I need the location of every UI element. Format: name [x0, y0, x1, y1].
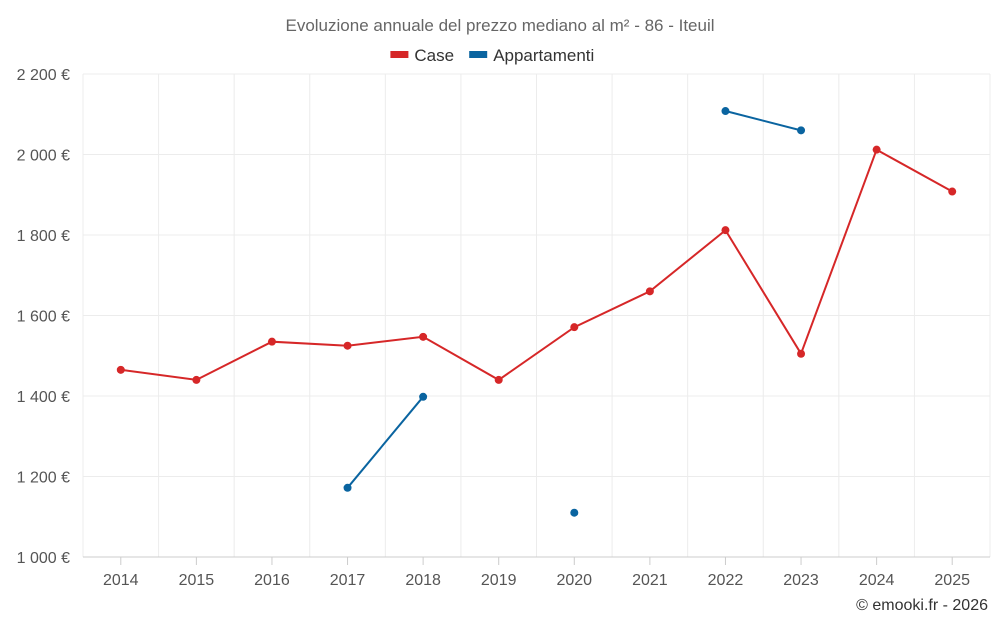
x-tick-label: 2018 [405, 572, 441, 589]
data-point[interactable] [797, 349, 806, 358]
x-tick-label: 2015 [179, 572, 215, 589]
legend-swatch [469, 51, 488, 58]
x-tick-label: 2024 [859, 572, 895, 589]
x-tick-label: 2017 [330, 572, 366, 589]
legend-item-appartamenti[interactable]: Appartamenti [469, 46, 594, 65]
x-tick-label: 2014 [103, 572, 139, 589]
x-tick-label: 2016 [254, 572, 290, 589]
legend-item-case[interactable]: Case [390, 46, 454, 65]
data-point[interactable] [721, 107, 730, 116]
data-point[interactable] [948, 187, 957, 196]
data-point[interactable] [570, 508, 579, 517]
y-tick-label: 2 200 € [17, 67, 70, 84]
y-tick-label: 2 000 € [17, 148, 70, 165]
data-point[interactable] [419, 332, 428, 341]
series-line [346, 396, 424, 489]
series-appartamenti [343, 107, 806, 517]
y-tick-label: 1 200 € [17, 470, 70, 487]
chart-title: Evoluzione annuale del prezzo mediano al… [285, 16, 714, 35]
data-point[interactable] [721, 226, 730, 235]
legend-label: Case [414, 46, 454, 65]
grid [82, 73, 991, 558]
x-tick-label: 2020 [556, 572, 592, 589]
data-point[interactable] [343, 483, 352, 492]
x-tick-label: 2021 [632, 572, 668, 589]
data-point[interactable] [267, 337, 276, 346]
data-point[interactable] [116, 365, 125, 374]
x-tick-label: 2019 [481, 572, 517, 589]
x-axis: 2014 2015 2016 2017 2018 2019 2020 2021 2022 2023… [103, 557, 970, 589]
legend-label: Appartamenti [493, 46, 594, 65]
series-layer [116, 107, 957, 517]
data-point[interactable] [494, 375, 503, 384]
data-point[interactable] [797, 126, 806, 135]
y-tick-label: 1 400 € [17, 389, 70, 406]
credit-text: © emooki.fr - 2026 [856, 597, 988, 614]
data-point[interactable] [570, 323, 579, 332]
legend-swatch [390, 51, 409, 58]
y-tick-label: 1 800 € [17, 228, 70, 245]
x-tick-label: 2025 [934, 572, 970, 589]
data-point[interactable] [419, 392, 428, 401]
series-line [120, 148, 953, 382]
data-point[interactable] [192, 375, 201, 384]
x-tick-label: 2022 [708, 572, 744, 589]
data-point[interactable] [343, 341, 352, 350]
y-tick-label: 1 600 € [17, 309, 70, 326]
y-axis: 1 000 € 1 200 € 1 400 € 1 600 € 1 800 € 2 000… [17, 67, 70, 567]
data-point[interactable] [645, 287, 654, 296]
x-tick-label: 2023 [783, 572, 819, 589]
legend: Case Appartamenti [390, 46, 594, 65]
y-tick-label: 1 000 € [17, 550, 70, 567]
data-point[interactable] [872, 145, 881, 154]
series-case [116, 145, 957, 384]
series-line [725, 110, 802, 132]
